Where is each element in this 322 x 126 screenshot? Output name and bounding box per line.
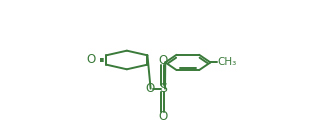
Text: O: O (86, 53, 96, 67)
Text: CH₃: CH₃ (217, 57, 237, 67)
Text: O: O (158, 110, 167, 123)
Text: O: O (158, 54, 167, 67)
Text: S: S (159, 82, 167, 95)
Text: O: O (146, 82, 155, 94)
